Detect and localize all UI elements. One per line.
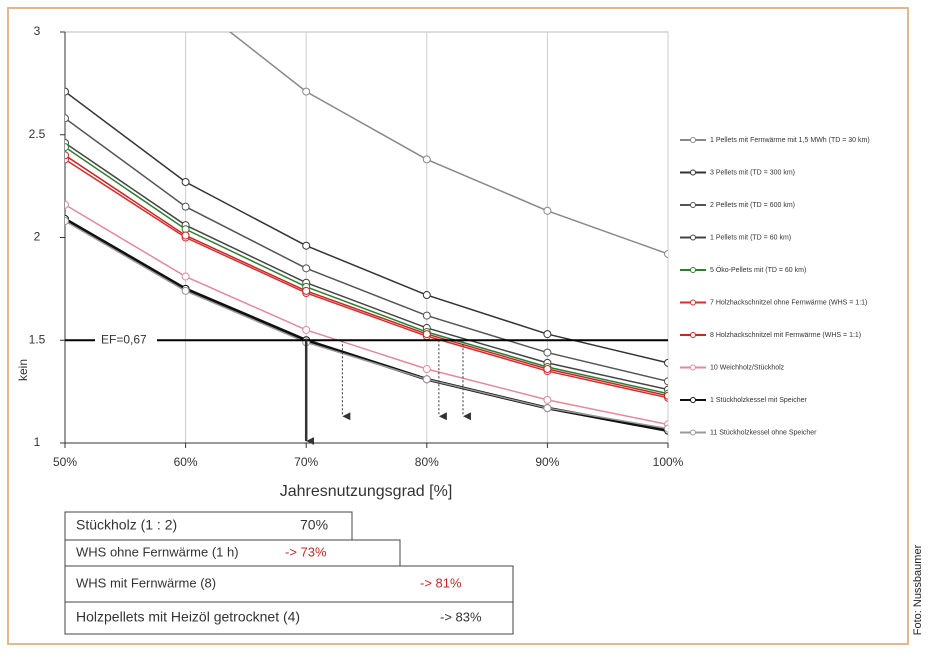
legend-marker — [690, 169, 696, 176]
point — [65, 143, 69, 152]
x-tick-label: 70% — [294, 455, 318, 469]
plot-area — [64, 31, 669, 444]
legend-marker — [690, 397, 696, 403]
series-line — [65, 158, 668, 399]
point — [543, 395, 552, 404]
point — [181, 202, 190, 211]
x-tick-label: 50% — [53, 455, 77, 469]
point — [65, 217, 69, 226]
point — [543, 330, 552, 339]
legend-marker — [690, 137, 696, 143]
legend-label: 1 Stückholzkessel mit Speicher — [710, 397, 808, 404]
point — [543, 206, 552, 215]
point — [65, 114, 69, 123]
table: Stückholz (1 : 2) 70% WHS ohne Fernwärme… — [64, 511, 514, 635]
point — [422, 291, 431, 300]
legend-marker — [690, 364, 696, 371]
series-line — [65, 203, 668, 426]
x-tick-label: 80% — [415, 455, 439, 469]
legend-label: 1 Pellets mit Fernwärme mit 1,5 MWh (TD … — [710, 137, 870, 144]
point — [302, 87, 311, 96]
point — [302, 286, 311, 295]
point — [422, 330, 431, 339]
point — [664, 391, 668, 400]
legend-label: 10 Weichholz/Stückholz — [710, 364, 785, 371]
legend-label: 8 Holzhackschnitzel mit Fernwärme (WHS =… — [710, 332, 861, 339]
point — [543, 404, 552, 413]
point — [664, 377, 668, 386]
y-tick-label: 2.5 — [29, 127, 46, 141]
series-line — [65, 220, 668, 430]
point — [302, 264, 311, 273]
reference-label-bg — [95, 331, 157, 350]
legend-label: 5 Öko-Pellets mit (TD = 60 km) — [710, 266, 806, 274]
point — [181, 272, 190, 281]
series-line — [65, 154, 668, 397]
table-cell: Holzpellets mit Heizöl getrocknet (4) — [76, 609, 300, 625]
series-line — [65, 90, 668, 364]
table-cell: 70% — [300, 517, 328, 533]
point — [65, 151, 69, 160]
y-tick-label: 1 — [34, 435, 41, 449]
point — [543, 365, 552, 374]
x-tick-label: 60% — [174, 455, 198, 469]
point — [65, 200, 69, 209]
legend-label: 7 Holzhackschnitzel ohne Fernwärme (WHS … — [710, 299, 867, 306]
point — [65, 87, 69, 96]
legend-marker — [690, 202, 696, 208]
table-cell: Stückholz (1 : 2) — [76, 517, 177, 533]
legend-marker — [690, 267, 696, 273]
point — [181, 178, 190, 187]
series-line — [65, 117, 668, 383]
legend-marker — [690, 299, 696, 306]
legend-marker — [690, 429, 696, 436]
point — [422, 365, 431, 374]
reference-label: EF=0,67 — [101, 332, 147, 346]
credit: Foto: Nussbaumer — [912, 544, 924, 635]
point — [664, 424, 668, 433]
frame — [7, 7, 909, 645]
point — [182, 0, 189, 1]
series-line — [65, 217, 668, 433]
y-tick-label: 2 — [34, 230, 41, 244]
legend-label: 11 Stückholzkessel ohne Speicher — [710, 429, 817, 436]
legend-label: 2 Pellets mit (TD = 600 km) — [710, 202, 795, 209]
table-cell: -> 83% — [440, 609, 482, 624]
x-tick-label: 100% — [653, 455, 684, 469]
point — [664, 249, 668, 258]
point — [422, 155, 431, 164]
point — [664, 358, 668, 367]
legend-marker — [690, 234, 696, 241]
legend-label: 3 Pellets mit (TD = 300 km) — [710, 169, 795, 176]
legend-marker — [690, 332, 696, 338]
series-line — [65, 142, 668, 391]
table-cell: -> 73% — [285, 544, 327, 559]
point — [181, 231, 190, 240]
point — [543, 348, 552, 357]
y-axis-label: kein — [16, 359, 30, 381]
y-tick-label: 3 — [34, 24, 41, 38]
point — [422, 311, 431, 320]
y-tick-label: 1.5 — [29, 332, 46, 346]
table-cell: WHS mit Fernwärme (8) — [76, 575, 216, 590]
series-line — [228, 32, 668, 255]
point — [302, 241, 311, 250]
legend-label: 1 Pellets mit (TD = 60 km) — [710, 234, 791, 241]
point — [181, 286, 190, 295]
table-cell: -> 81% — [420, 575, 462, 590]
point — [302, 325, 311, 334]
point — [422, 375, 431, 384]
plot-lines — [65, 0, 668, 435]
x-tick-label: 90% — [535, 455, 559, 469]
series-line — [65, 146, 668, 395]
table-cell: WHS ohne Fernwärme (1 h) — [76, 544, 239, 559]
x-axis-label: Jahresnutzungsgrad [%] — [280, 483, 453, 500]
